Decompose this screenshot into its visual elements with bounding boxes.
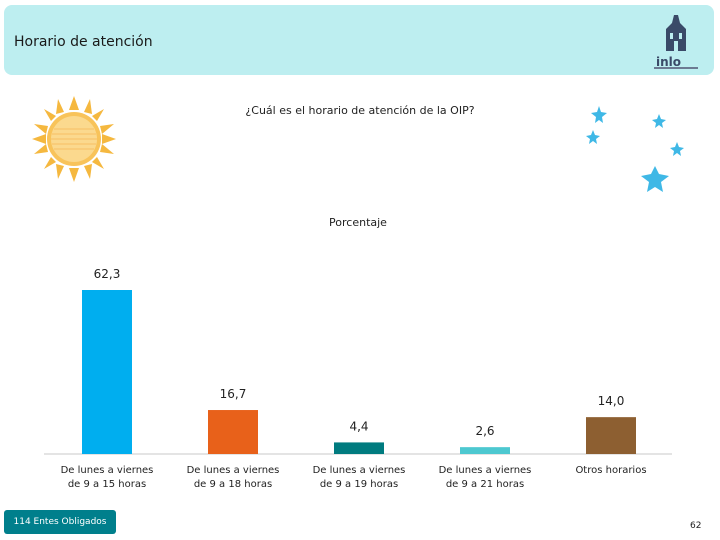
- category-label-1: De lunes a viernes de 9 a 15 horas: [61, 465, 154, 490]
- category-label-3: De lunes a viernes de 9 a 19 horas: [313, 465, 406, 490]
- data-label-2: 16,7: [220, 387, 247, 401]
- question-text: ¿Cuál es el horario de atención de la OI…: [245, 104, 475, 117]
- data-label-5: 14,0: [598, 394, 625, 408]
- moon-icon: [586, 106, 684, 192]
- category-label-5: Otros horarios: [575, 465, 646, 476]
- star-icon: [670, 142, 684, 156]
- data-label-1: 62,3: [94, 267, 121, 281]
- bar-3: [334, 442, 384, 454]
- star-icon: [586, 130, 600, 144]
- star-icon: [641, 166, 669, 192]
- category-label-2: De lunes a viernes de 9 a 18 horas: [187, 465, 280, 490]
- institute-logo: inlo: [646, 11, 706, 73]
- star-icon: [591, 106, 607, 123]
- logo-text: inlo: [656, 55, 682, 69]
- header-banner: Horario de atención inlo: [4, 5, 714, 75]
- bar-5: [586, 417, 636, 454]
- bar-2: [208, 410, 258, 454]
- bar-1: [82, 290, 132, 454]
- bar-4: [460, 447, 510, 454]
- star-icon: [652, 114, 666, 128]
- chart-title: Porcentaje: [329, 216, 387, 229]
- data-label-3: 4,4: [349, 419, 368, 433]
- building-icon: [654, 15, 698, 69]
- sun-icon: [32, 96, 116, 182]
- page-number: 62: [690, 521, 702, 531]
- category-label-4: De lunes a viernes de 9 a 21 horas: [439, 465, 532, 490]
- data-label-4: 2,6: [475, 424, 494, 438]
- page-title: Horario de atención: [14, 34, 153, 50]
- bar-chart: Porcentaje 62,3 De lunes a viernes de 9 a …: [44, 216, 672, 490]
- entities-badge: 114 Entes Obligados: [4, 510, 116, 534]
